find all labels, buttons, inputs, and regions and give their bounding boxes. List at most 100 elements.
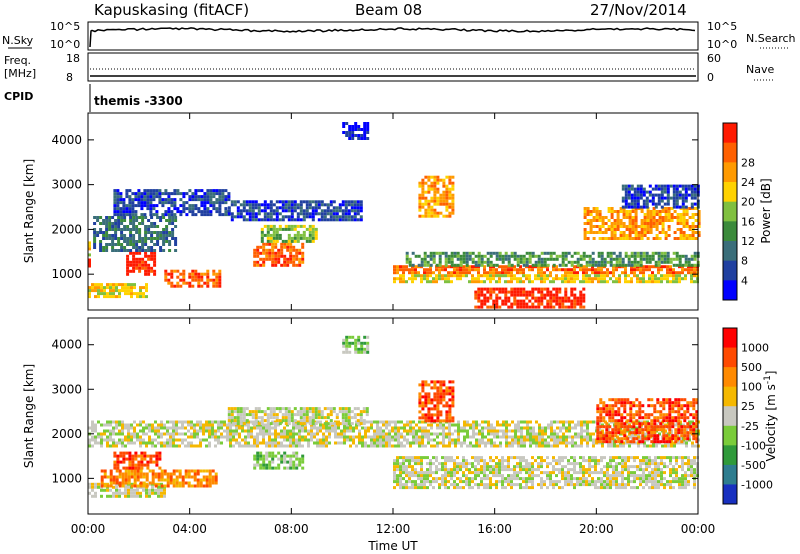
heat-cell [266,230,270,234]
heat-cell [450,251,454,255]
heat-cell [190,426,193,430]
heat-cell [645,260,649,264]
heat-cell [397,444,400,448]
heat-cell [414,480,417,484]
heat-cell [510,263,514,267]
heat-cell [112,494,115,498]
heat-cell [138,263,142,267]
heat-cell [94,295,97,299]
heat-cell [346,426,349,430]
heat-cell [448,211,452,215]
heat-cell [504,251,508,255]
heat-cell [543,287,547,291]
heat-cell [540,296,544,300]
heat-cell [549,483,552,487]
heat-cell [507,280,510,284]
colorbar-swatch [723,241,737,262]
heat-cell [423,260,427,264]
heat-cell [642,280,645,284]
heat-cell [385,438,388,442]
heat-cell [621,271,624,275]
heat-cell [232,435,235,439]
heat-cell [567,280,570,284]
heat-cell [595,210,599,213]
heat-cell [157,435,160,439]
heat-cell [217,426,220,430]
heat-cell [624,202,628,206]
heat-cell [197,195,201,199]
heat-cell [224,207,228,211]
heat-cell [289,254,293,258]
heat-cell [165,234,169,237]
heat-cell [634,213,638,216]
heat-cell [277,248,281,252]
heat-cell [359,413,363,417]
heat-cell [130,426,133,430]
heat-cell [257,410,261,414]
heat-cell [342,131,346,134]
heat-cell [130,423,133,427]
heat-cell [133,420,136,424]
heat-cell [681,187,685,191]
heat-cell [170,201,174,205]
heat-cell [266,227,270,231]
heat-cell [661,216,665,219]
heat-cell [160,426,163,430]
heat-cell [123,246,127,249]
heat-cell [406,420,409,424]
heat-cell [109,432,112,436]
heat-cell [513,274,516,278]
heat-cell [373,438,376,442]
y-tick-label: 3000 [51,178,82,192]
heat-cell [193,432,196,436]
heat-cell [182,204,186,208]
heat-cell [118,289,121,293]
heat-cell [489,471,492,475]
heat-cell [175,444,178,448]
heat-cell [266,239,270,243]
heat-cell [411,274,414,278]
heat-cell [558,462,561,466]
heat-cell [444,486,447,490]
heat-cell [420,480,423,484]
heat-cell [622,213,626,216]
heat-cell [661,210,665,213]
heat-cell [96,234,100,237]
heat-cell [286,242,290,246]
heat-cell [603,480,606,484]
heat-cell [646,228,650,231]
heat-cell [664,423,667,427]
heat-cell [682,237,686,240]
heat-cell [526,432,529,436]
heat-cell [439,426,442,430]
heat-cell [468,483,471,487]
heat-cell [136,435,139,439]
heat-cell [495,474,498,478]
heat-cell [501,468,504,472]
heat-cell [493,441,496,445]
heat-cell [323,212,327,216]
heat-cell [456,468,459,472]
heat-cell [88,247,91,251]
heat-cell [474,305,478,309]
heat-cell [123,234,127,237]
heat-cell [561,260,565,264]
heat-cell [115,485,118,489]
heat-cell [637,435,640,439]
heat-cell [609,462,612,466]
heat-cell [465,480,468,484]
heat-cell [531,263,535,267]
heat-cell [115,494,118,498]
heat-cell [453,271,456,275]
heat-cell [541,429,544,433]
heat-cell [400,444,403,448]
heat-cell [199,438,202,442]
heat-cell [203,201,207,205]
heat-cell [456,456,459,460]
heat-cell [636,263,640,267]
heat-cell [442,441,445,445]
heat-cell [615,257,619,261]
nave-tick-high: 60 [707,52,721,65]
heat-cell [138,222,142,225]
heat-cell [121,441,124,445]
